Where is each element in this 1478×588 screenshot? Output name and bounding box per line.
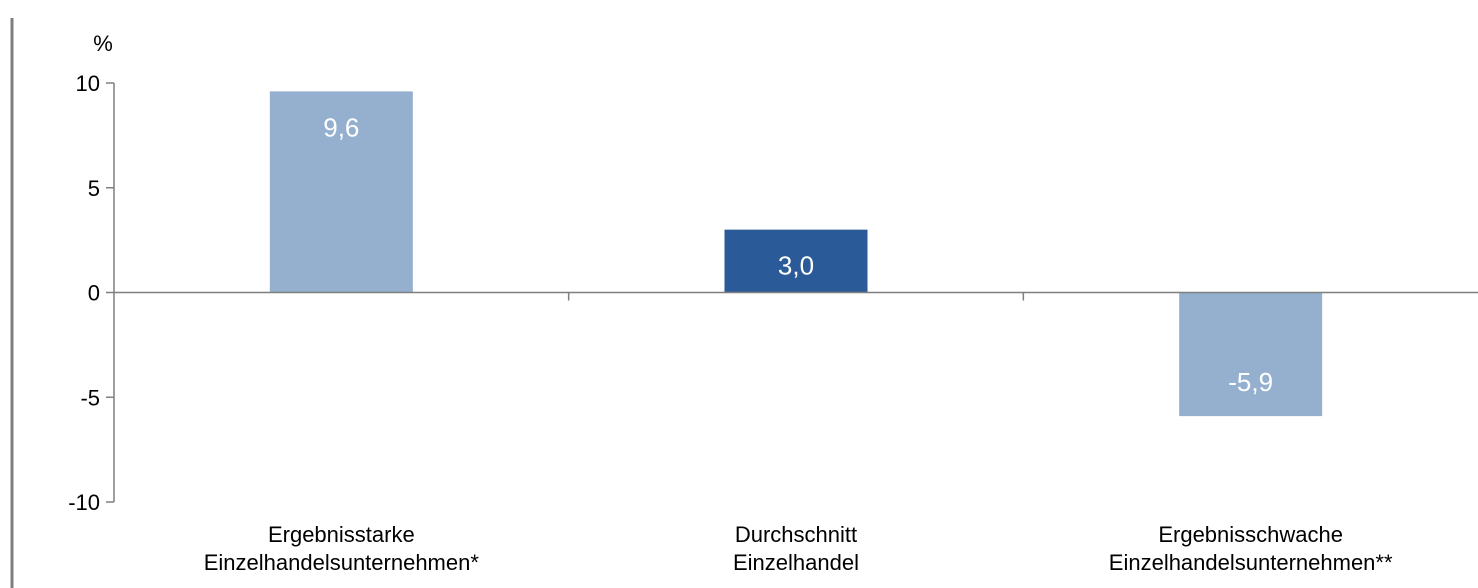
category-label: Ergebnisstarke Einzelhandelsunternehmen* xyxy=(204,522,480,575)
bar xyxy=(724,229,868,293)
bar xyxy=(1179,292,1323,417)
y-tick-label: 10 xyxy=(76,71,100,96)
y-axis-group: 10 5 0 -5 -10 xyxy=(68,71,115,515)
y-tick-label: -5 xyxy=(80,385,100,410)
y-tick-label: 0 xyxy=(88,281,100,306)
category-label-line: Ergebnisstarke xyxy=(268,522,415,547)
x-axis-group xyxy=(114,291,1478,301)
bar-value-label: 3,0 xyxy=(778,251,814,281)
bar-value-label: -5,9 xyxy=(1228,367,1273,397)
category-label-line: Einzelhandelsunternehmen** xyxy=(1109,550,1393,575)
y-tick-label: -10 xyxy=(68,490,100,515)
bars-group: 9,6 3,0 -5,9 xyxy=(269,91,1323,417)
y-tick-label: 5 xyxy=(88,176,100,201)
category-labels-group: Ergebnisstarke Einzelhandelsunternehmen* D… xyxy=(204,522,1393,575)
category-label-line: Einzelhandel xyxy=(733,550,859,575)
category-label-line: Ergebnisschwache xyxy=(1158,522,1343,547)
bar xyxy=(269,91,413,293)
unit-label: % xyxy=(93,31,113,56)
category-label: Ergebnisschwache Einzelhandelsunternehmen… xyxy=(1109,522,1393,575)
category-label-line: Durchschnitt xyxy=(735,522,857,547)
category-label: Durchschnitt Einzelhandel xyxy=(733,522,859,575)
bar-value-label: 9,6 xyxy=(323,112,359,142)
category-label-line: Einzelhandelsunternehmen* xyxy=(204,550,480,575)
